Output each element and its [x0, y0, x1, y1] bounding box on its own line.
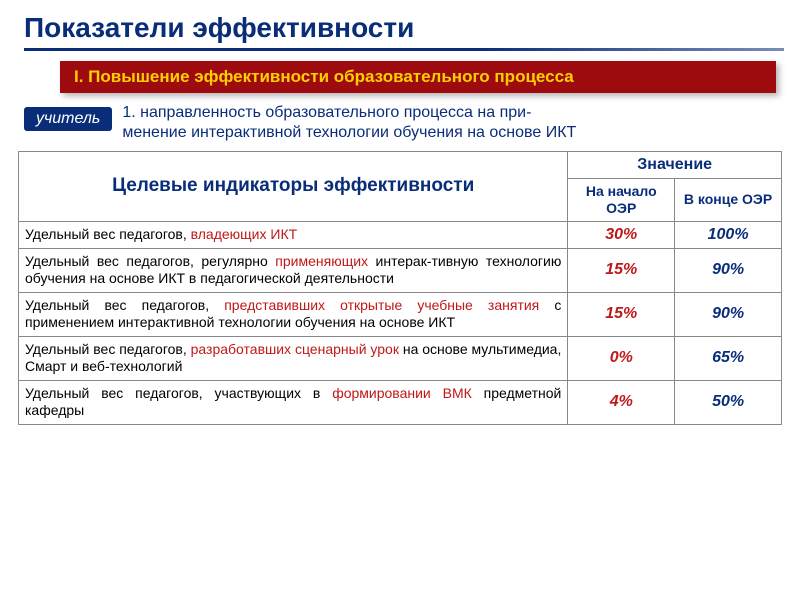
table-row: Удельный вес педагогов, регулярно примен…	[19, 248, 782, 292]
value-start: 0%	[568, 336, 675, 380]
value-end: 90%	[675, 292, 782, 336]
value-start: 30%	[568, 221, 675, 248]
table-body: Удельный вес педагогов, владеющих ИКТ30%…	[19, 221, 782, 424]
indicator-cell: Удельный вес педагогов, регулярно примен…	[19, 248, 568, 292]
sub-desc-line2: менение интерактивной технологии обучени…	[122, 124, 576, 141]
value-end: 100%	[675, 221, 782, 248]
table-row: Удельный вес педагогов, владеющих ИКТ30%…	[19, 221, 782, 248]
value-start: 4%	[568, 380, 675, 424]
teacher-tag: учитель	[24, 107, 112, 131]
th-end: В конце ОЭР	[675, 179, 782, 222]
highlight-text: представивших открытые учебные занятия	[224, 297, 539, 313]
sub-desc-line1: 1. направленность образовательного проце…	[122, 104, 531, 121]
value-end: 50%	[675, 380, 782, 424]
page-title: Показатели эффективности	[0, 12, 800, 48]
indicator-cell: Удельный вес педагогов, владеющих ИКТ	[19, 221, 568, 248]
highlight-text: формировании ВМК	[332, 385, 472, 401]
value-start: 15%	[568, 248, 675, 292]
highlight-text: владеющих ИКТ	[191, 226, 298, 242]
indicators-table: Целевые индикаторы эффективности Значени…	[18, 151, 782, 425]
indicators-table-wrap: Целевые индикаторы эффективности Значени…	[18, 151, 782, 425]
title-underline	[24, 48, 784, 51]
indicator-cell: Удельный вес педагогов, разработавших сц…	[19, 336, 568, 380]
value-end: 90%	[675, 248, 782, 292]
sub-description: 1. направленность образовательного проце…	[112, 103, 576, 143]
th-start: На начало ОЭР	[568, 179, 675, 222]
th-value-group: Значение	[568, 152, 782, 179]
value-end: 65%	[675, 336, 782, 380]
table-row: Удельный вес педагогов, представивших от…	[19, 292, 782, 336]
th-indicators: Целевые индикаторы эффективности	[19, 152, 568, 222]
value-start: 15%	[568, 292, 675, 336]
section-bar: I. Повышение эффективности образовательн…	[60, 61, 776, 93]
highlight-text: применяющих	[275, 253, 368, 269]
table-row: Удельный вес педагогов, участвующих в фо…	[19, 380, 782, 424]
sub-section-row: учитель 1. направленность образовательно…	[24, 103, 776, 143]
indicator-cell: Удельный вес педагогов, представивших от…	[19, 292, 568, 336]
table-row: Удельный вес педагогов, разработавших сц…	[19, 336, 782, 380]
slide: Показатели эффективности I. Повышение эф…	[0, 0, 800, 600]
indicator-cell: Удельный вес педагогов, участвующих в фо…	[19, 380, 568, 424]
highlight-text: разработавших сценарный урок	[191, 341, 399, 357]
